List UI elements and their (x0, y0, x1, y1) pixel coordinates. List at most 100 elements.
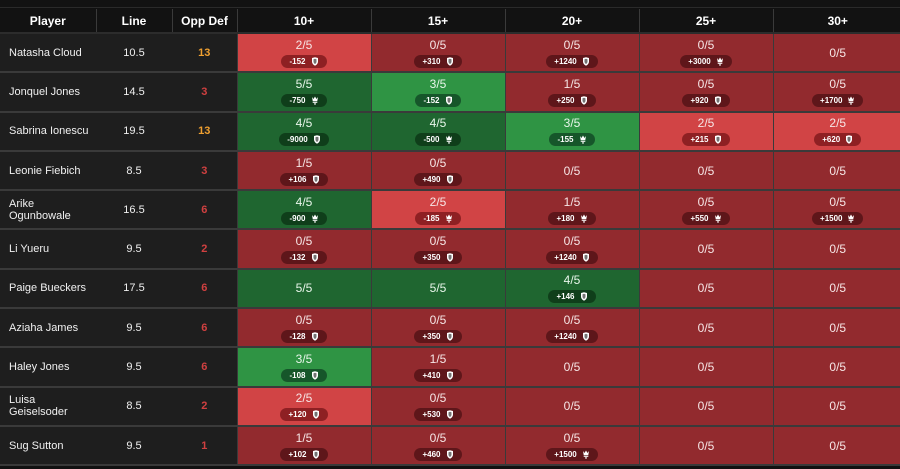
table-row[interactable]: Li Yueru 9.5 2 0/5 -132 0/5 +350 0/5 +1240 0/5 0/5 (0, 229, 900, 270)
table-row[interactable]: Sug Sutton 9.5 1 1/5 +102 0/5 +460 0/5 +1500 0/5 0… (0, 425, 900, 467)
header-line[interactable]: Line (96, 9, 173, 34)
odds-badge[interactable]: +1240 (546, 329, 598, 343)
hit-rate-cell[interactable]: 0/5 (773, 150, 900, 192)
hit-rate-cell[interactable]: 0/5 (505, 386, 640, 427)
player-name[interactable]: Sug Sutton (0, 425, 96, 467)
table-row[interactable]: Jonquel Jones 14.5 3 5/5 -750 3/5 -152 1/5 +250 0… (0, 72, 900, 113)
hit-rate-cell[interactable]: 0/5 (639, 150, 774, 192)
odds-badge[interactable]: +1240 (546, 251, 598, 265)
hit-rate-cell[interactable]: 0/5 +310 (371, 33, 506, 74)
hit-rate-cell[interactable]: 0/5 +350 (371, 229, 506, 270)
odds-badge[interactable]: +180 (548, 211, 596, 225)
hit-rate-cell[interactable]: 0/5 +490 (371, 150, 506, 192)
odds-badge[interactable]: +310 (414, 54, 462, 68)
table-row[interactable]: Sabrina Ionescu 19.5 13 4/5 -9000 4/5 -500 3/5 -… (0, 111, 900, 152)
odds-badge[interactable]: -750 (281, 93, 327, 107)
hit-rate-cell[interactable]: 1/5 +410 (371, 347, 506, 388)
hit-rate-cell[interactable]: 0/5 (773, 268, 900, 310)
hit-rate-cell[interactable]: 0/5 (639, 229, 774, 270)
odds-badge[interactable]: -9000 (279, 133, 329, 147)
hit-rate-cell[interactable]: 0/5 -132 (237, 229, 372, 270)
odds-badge[interactable]: +530 (414, 408, 462, 422)
hit-rate-cell[interactable]: 3/5 -152 (371, 72, 506, 113)
odds-badge[interactable]: -132 (281, 251, 327, 265)
odds-badge[interactable]: +102 (280, 447, 328, 461)
odds-badge[interactable]: +410 (414, 369, 462, 383)
hit-rate-cell[interactable]: 0/5 (639, 308, 774, 349)
hit-rate-cell[interactable]: 4/5 -9000 (237, 111, 372, 152)
odds-badge[interactable]: -155 (549, 133, 595, 147)
hit-rate-cell[interactable]: 0/5 +550 (639, 190, 774, 231)
hit-rate-cell[interactable]: 0/5 (639, 268, 774, 310)
odds-badge[interactable]: -185 (415, 211, 461, 225)
odds-badge[interactable]: -900 (281, 211, 327, 225)
header-30-plus[interactable]: 30+ (773, 9, 900, 34)
hit-rate-cell[interactable]: 0/5 (639, 347, 774, 388)
hit-rate-cell[interactable]: 0/5 +1240 (505, 229, 640, 270)
hit-rate-cell[interactable]: 0/5 (505, 347, 640, 388)
hit-rate-cell[interactable]: 0/5 +460 (371, 425, 506, 467)
hit-rate-cell[interactable]: 0/5 (505, 150, 640, 192)
header-player[interactable]: Player (0, 9, 97, 34)
player-name[interactable]: Arike Ogunbowale (0, 190, 96, 231)
odds-badge[interactable]: +120 (280, 408, 328, 422)
hit-rate-cell[interactable]: 4/5 -900 (237, 190, 372, 231)
header-10-plus[interactable]: 10+ (237, 9, 372, 34)
table-row[interactable]: Paige Bueckers 17.5 6 5/5 5/5 4/5 +146 0/5 0/5 (0, 268, 900, 310)
hit-rate-cell[interactable]: 4/5 +146 (505, 268, 640, 310)
hit-rate-cell[interactable]: 0/5 (773, 347, 900, 388)
hit-rate-cell[interactable]: 0/5 (639, 425, 774, 467)
odds-badge[interactable]: +215 (682, 133, 730, 147)
odds-badge[interactable]: +620 (814, 133, 862, 147)
hit-rate-cell[interactable]: 5/5 (237, 268, 372, 310)
header-opp-def[interactable]: Opp Def (172, 9, 238, 34)
player-name[interactable]: Paige Bueckers (0, 268, 96, 310)
hit-rate-cell[interactable]: 3/5 -155 (505, 111, 640, 152)
hit-rate-cell[interactable]: 1/5 +250 (505, 72, 640, 113)
hit-rate-cell[interactable]: 0/5 +3000 (639, 33, 774, 74)
hit-rate-cell[interactable]: 0/5 (773, 308, 900, 349)
hit-rate-cell[interactable]: 1/5 +106 (237, 150, 372, 192)
odds-badge[interactable]: -152 (281, 54, 327, 68)
table-row[interactable]: Luisa Geiselsoder 8.5 2 2/5 +120 0/5 +530 0/5 0/… (0, 386, 900, 427)
hit-rate-cell[interactable]: 0/5 +1500 (773, 190, 900, 231)
player-name[interactable]: Luisa Geiselsoder (0, 386, 96, 427)
hit-rate-cell[interactable]: 2/5 +620 (773, 111, 900, 152)
hit-rate-cell[interactable]: 5/5 -750 (237, 72, 372, 113)
odds-badge[interactable]: +106 (280, 172, 328, 186)
hit-rate-cell[interactable]: 1/5 +180 (505, 190, 640, 231)
odds-badge[interactable]: +350 (414, 329, 462, 343)
player-name[interactable]: Natasha Cloud (0, 33, 96, 74)
hit-rate-cell[interactable]: 0/5 +1240 (505, 308, 640, 349)
hit-rate-cell[interactable]: 0/5 +1700 (773, 72, 900, 113)
odds-badge[interactable]: +350 (414, 251, 462, 265)
odds-badge[interactable]: -152 (415, 93, 461, 107)
hit-rate-cell[interactable]: 0/5 (773, 33, 900, 74)
odds-badge[interactable]: -128 (281, 329, 327, 343)
table-row[interactable]: Haley Jones 9.5 6 3/5 -108 1/5 +410 0/5 0/5 0/5 (0, 347, 900, 388)
hit-rate-cell[interactable]: 1/5 +102 (237, 425, 372, 467)
odds-badge[interactable]: -108 (281, 369, 327, 383)
hit-rate-cell[interactable]: 0/5 (639, 386, 774, 427)
odds-badge[interactable]: +920 (682, 93, 730, 107)
table-row[interactable]: Arike Ogunbowale 16.5 6 4/5 -900 2/5 -185 1/5 +1… (0, 190, 900, 231)
odds-badge[interactable]: +1240 (546, 54, 598, 68)
hit-rate-cell[interactable]: 2/5 +120 (237, 386, 372, 427)
odds-badge[interactable]: -500 (415, 133, 461, 147)
hit-rate-cell[interactable]: 0/5 -128 (237, 308, 372, 349)
player-name[interactable]: Sabrina Ionescu (0, 111, 96, 152)
hit-rate-cell[interactable]: 2/5 +215 (639, 111, 774, 152)
hit-rate-cell[interactable]: 0/5 (773, 425, 900, 467)
odds-badge[interactable]: +550 (682, 211, 730, 225)
hit-rate-cell[interactable]: 0/5 +350 (371, 308, 506, 349)
odds-badge[interactable]: +146 (548, 290, 596, 304)
header-20-plus[interactable]: 20+ (505, 9, 640, 34)
odds-badge[interactable]: +3000 (680, 54, 732, 68)
odds-badge[interactable]: +1500 (546, 447, 598, 461)
player-name[interactable]: Haley Jones (0, 347, 96, 388)
header-15-plus[interactable]: 15+ (371, 9, 506, 34)
hit-rate-cell[interactable]: 0/5 +1240 (505, 33, 640, 74)
hit-rate-cell[interactable]: 2/5 -185 (371, 190, 506, 231)
odds-badge[interactable]: +490 (414, 172, 462, 186)
hit-rate-cell[interactable]: 0/5 +920 (639, 72, 774, 113)
